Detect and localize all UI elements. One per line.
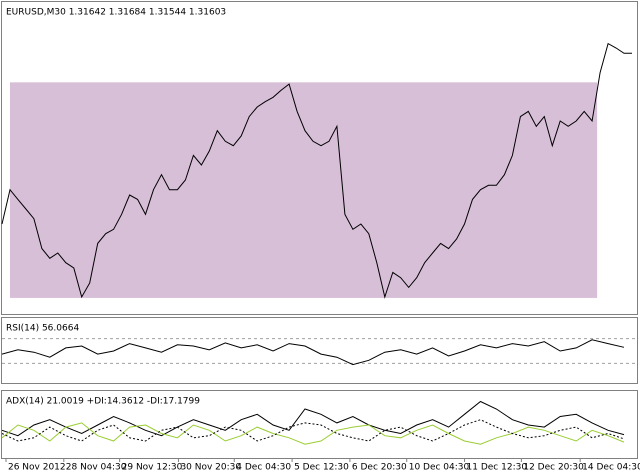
- panel-title: ADX(14) 21.0019 +DI:14.3612 -DI:17.1799: [6, 397, 200, 407]
- rsi-panel: [1, 317, 638, 384]
- adx-panel: [1, 390, 638, 459]
- series-line: [1, 42, 632, 299]
- price-panel: [1, 1, 638, 315]
- x-tick-label: 6 Dec 20:30: [352, 463, 407, 473]
- x-tick-label: 29 Nov 12:30: [122, 463, 183, 473]
- x-tick-label: 26 Nov 2012: [8, 463, 66, 473]
- x-tick-label: 14 Dec 04:30: [582, 463, 640, 473]
- x-tick-label: 4 Dec 04:30: [236, 463, 291, 473]
- x-tick-label: 12 Dec 20:30: [523, 463, 584, 473]
- x-tick-label: 28 Nov 04:30: [66, 463, 127, 473]
- x-tick-label: 10 Dec 04:30: [409, 463, 470, 473]
- x-tick-label: 5 Dec 12:30: [294, 463, 349, 473]
- panel-title: RSI(14) 56.0664: [6, 324, 79, 334]
- series-line: [1, 339, 625, 366]
- x-tick-label: 11 Dec 12:30: [467, 463, 528, 473]
- x-tick-label: 30 Nov 20:30: [180, 463, 241, 473]
- series-line: [1, 422, 625, 445]
- panel-title: EURUSD,M30 1.31642 1.31684 1.31544 1.316…: [6, 8, 226, 18]
- series-line: [1, 419, 625, 442]
- series-line: [1, 400, 625, 437]
- rectangle-object: [9, 82, 598, 298]
